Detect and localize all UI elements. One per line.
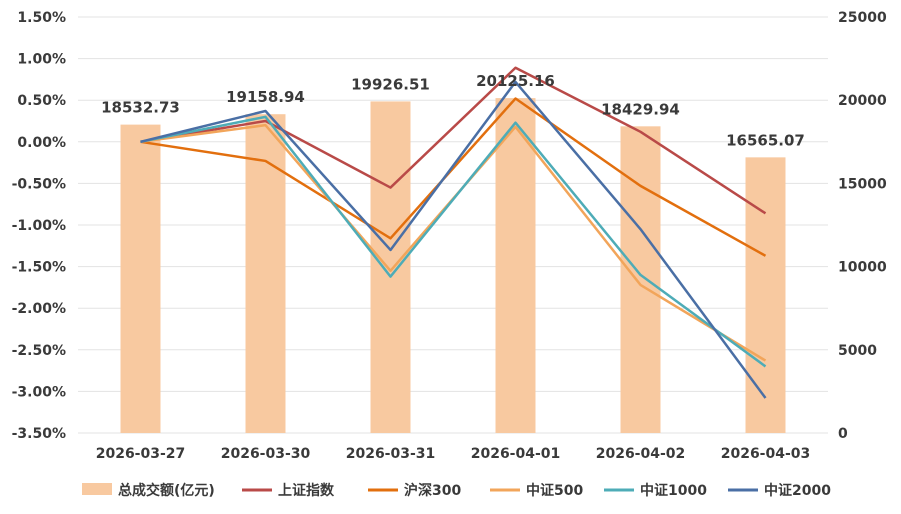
series-line xyxy=(140,115,767,368)
legend-item-line: 沪深300 xyxy=(368,482,461,499)
legend-item-line: 中证500 xyxy=(490,482,583,499)
bar xyxy=(745,157,786,433)
x-tick-label: 2026-03-27 xyxy=(96,446,186,462)
left-tick-label: -3.50% xyxy=(12,426,66,442)
right-tick-label: 10000 xyxy=(838,260,887,276)
bar-data-label: 19926.51 xyxy=(351,75,430,93)
x-axis: 2026-03-27 2026-03-30 2026-03-31 2026-04-01… xyxy=(96,446,811,462)
legend-item-line: 中证2000 xyxy=(728,482,831,499)
series-line xyxy=(140,123,767,362)
right-tick-label: 5000 xyxy=(838,343,877,359)
x-tick-label: 2026-03-31 xyxy=(346,446,436,462)
right-tick-label: 20000 xyxy=(838,93,887,109)
right-axis: 25000 20000 15000 10000 5000 0 xyxy=(838,10,887,442)
x-tick-label: 2026-03-30 xyxy=(221,446,311,462)
bar-data-label: 20125.16 xyxy=(476,72,555,90)
left-tick-label: -0.50% xyxy=(12,176,66,192)
legend-item-bar: 总成交额(亿元) xyxy=(82,482,215,499)
series-line xyxy=(140,97,767,257)
bar xyxy=(495,98,536,433)
series-line xyxy=(140,66,767,215)
legend-label: 总成交额(亿元) xyxy=(118,482,215,499)
left-tick-label: 0.00% xyxy=(17,135,66,151)
left-tick-label: -1.50% xyxy=(12,260,66,276)
bar-data-label: 18532.73 xyxy=(101,99,180,117)
bar-data-label: 18429.94 xyxy=(601,100,680,118)
legend-swatch xyxy=(82,483,112,495)
left-tick-label: -2.00% xyxy=(12,301,66,317)
bar xyxy=(370,101,411,433)
x-tick-label: 2026-04-01 xyxy=(471,446,561,462)
left-tick-label: -3.00% xyxy=(12,384,66,400)
bar-data-labels: 18532.73 19158.94 19926.51 20125.16 18429.94… xyxy=(101,72,805,149)
left-tick-label: 1.00% xyxy=(17,52,66,68)
bar-series xyxy=(120,98,786,434)
gridlines xyxy=(78,16,828,434)
left-tick-label: -2.50% xyxy=(12,343,66,359)
legend-item-line: 上证指数 xyxy=(242,482,335,499)
legend-label: 中证1000 xyxy=(640,482,707,499)
series-line xyxy=(140,80,767,399)
left-tick-label: 1.50% xyxy=(17,10,66,26)
legend-item-line: 中证1000 xyxy=(604,482,707,499)
right-tick-label: 25000 xyxy=(838,10,887,26)
bar xyxy=(620,126,661,433)
bar xyxy=(120,124,161,434)
bar-data-label: 19158.94 xyxy=(226,88,305,106)
right-tick-label: 0 xyxy=(838,426,848,442)
legend-label: 中证2000 xyxy=(764,482,831,499)
x-tick-label: 2026-04-02 xyxy=(596,446,686,462)
left-tick-label: 0.50% xyxy=(17,93,66,109)
legend-label: 中证500 xyxy=(526,482,583,499)
left-axis: 1.50% 1.00% 0.50% 0.00% -0.50% -1.00% -1.50% -2… xyxy=(12,10,66,442)
left-tick-label: -1.00% xyxy=(12,218,66,234)
bar xyxy=(245,114,286,433)
right-tick-label: 15000 xyxy=(838,176,887,192)
line-series xyxy=(140,66,767,399)
legend: 总成交额(亿元) 上证指数 沪深300 中证500 中证1000 中证2000 xyxy=(82,482,831,499)
x-tick-label: 2026-04-03 xyxy=(721,446,811,462)
legend-label: 上证指数 xyxy=(278,482,335,499)
bar-data-label: 16565.07 xyxy=(726,131,805,149)
legend-label: 沪深300 xyxy=(404,482,461,499)
